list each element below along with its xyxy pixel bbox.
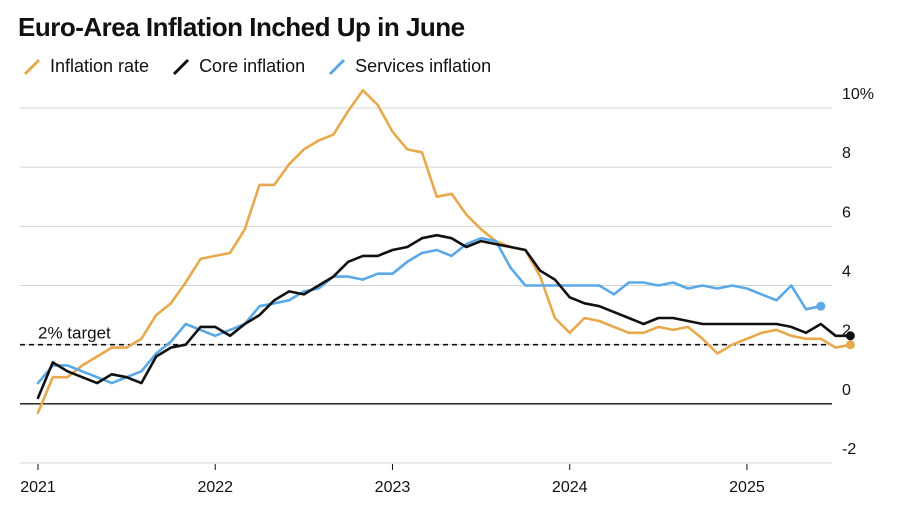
legend-item-services-inflation: Services inflation	[327, 56, 491, 77]
y-tick-label-3: 4	[842, 264, 851, 281]
x-tick-label-2021: 2021	[20, 479, 56, 496]
legend-item-core-inflation: Core inflation	[171, 56, 305, 77]
end-point-core-inflation	[845, 331, 855, 341]
x-tick-label-2022: 2022	[197, 479, 233, 496]
y-tick-label-4: 2	[842, 323, 851, 340]
series-line-services-inflation	[36, 236, 823, 385]
series-line-core-inflation	[36, 233, 852, 400]
x-tick-label-2023: 2023	[375, 479, 411, 496]
y-tick-label-5: 0	[842, 382, 851, 399]
legend-label-inflation-rate: Inflation rate	[50, 56, 150, 76]
end-point-services-inflation	[816, 301, 826, 311]
legend: Inflation rate Core inflation Services i…	[22, 56, 491, 77]
legend-swatch-core-inflation	[173, 58, 190, 75]
legend-label-services-inflation: Services inflation	[355, 56, 492, 76]
y-tick-label-0: 10%	[842, 86, 874, 103]
legend-item-inflation-rate: Inflation rate	[22, 56, 149, 77]
legend-label-core-inflation: Core inflation	[199, 56, 306, 76]
chart-title: Euro-Area Inflation Inched Up in June	[18, 12, 465, 42]
series-line-inflation-rate	[36, 89, 852, 415]
x-tick-label-2025: 2025	[729, 479, 765, 496]
end-point-inflation-rate	[845, 340, 855, 350]
x-tick-label-2024: 2024	[552, 479, 588, 496]
y-tick-label-1: 8	[842, 145, 851, 162]
legend-swatch-services-inflation	[329, 58, 346, 75]
y-tick-label-6: -2	[842, 441, 856, 458]
legend-swatch-inflation-rate	[23, 58, 41, 75]
target-reference-label: 2% target	[38, 324, 111, 343]
y-tick-label-2: 6	[842, 204, 851, 221]
